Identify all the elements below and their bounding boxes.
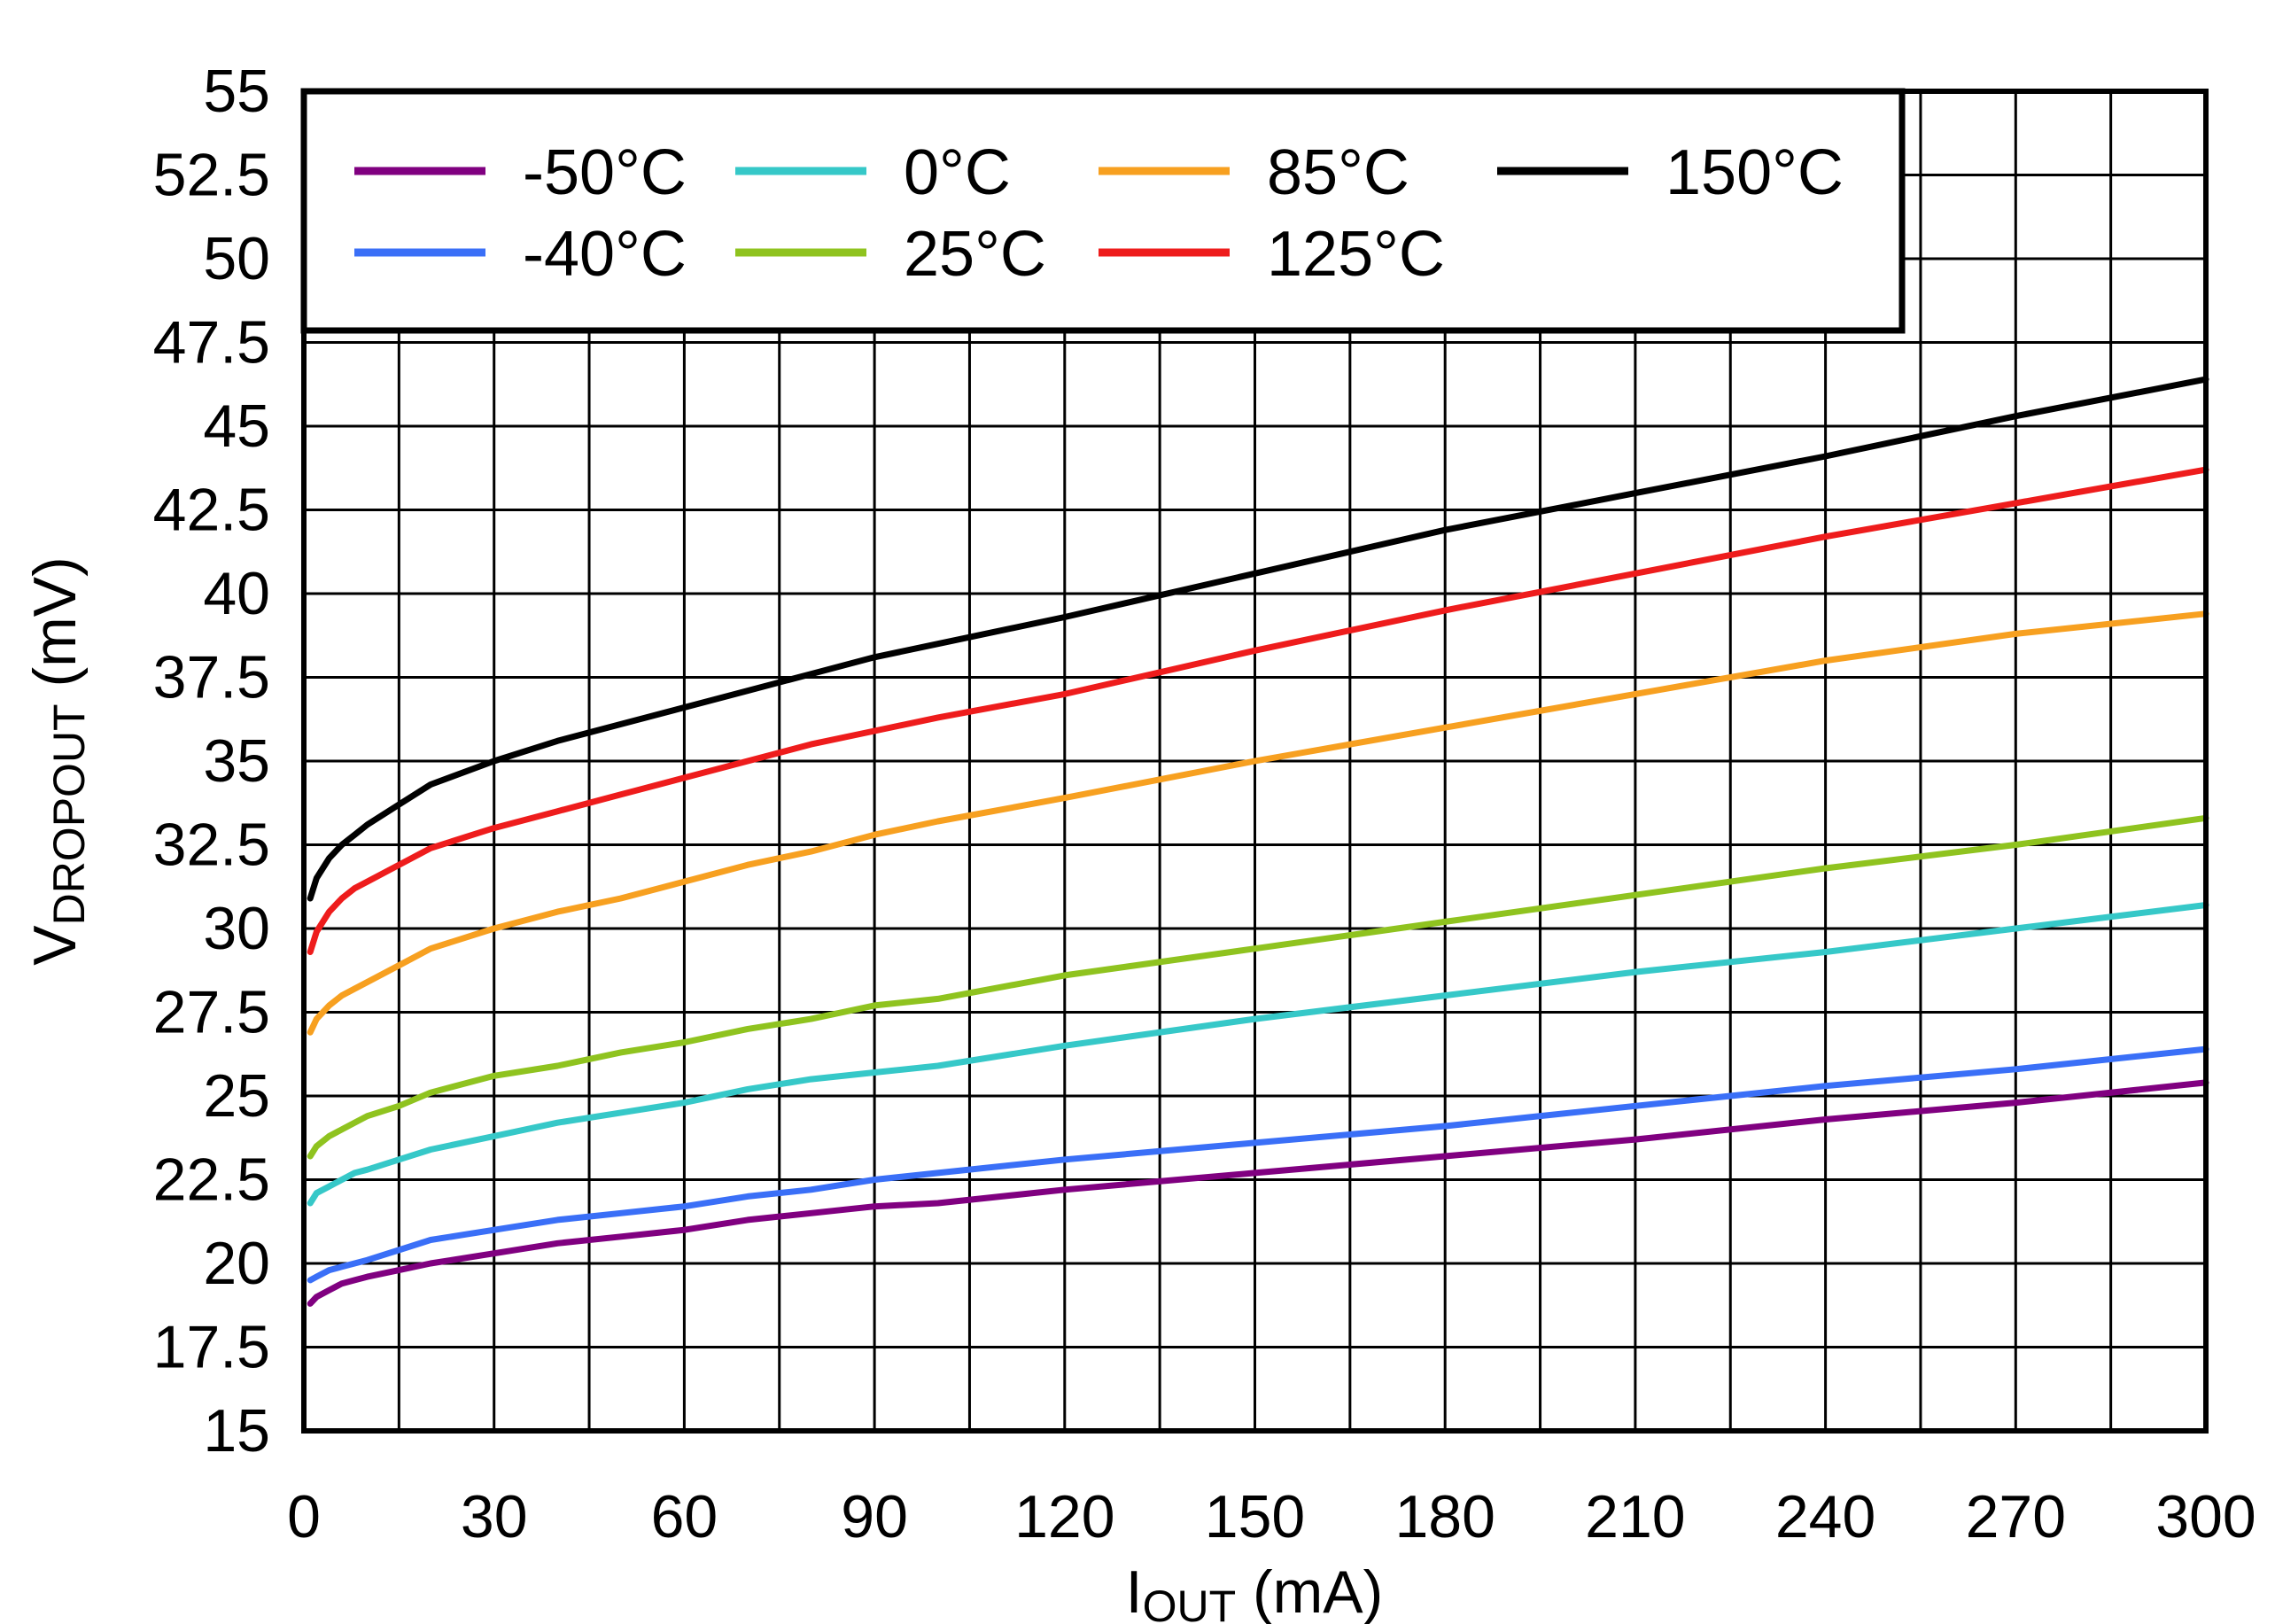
- x-tick-labels: 0 30 60 90 120 150 180 210 240 270 300: [287, 1483, 2256, 1550]
- x-tick-label: 120: [1014, 1483, 1114, 1550]
- x-tick-label: 90: [841, 1483, 908, 1550]
- x-axis-label: IOUT (mA): [1126, 1558, 1384, 1624]
- series-line-150°C: [307, 376, 2209, 902]
- y-tick-label: 42.5: [153, 477, 270, 544]
- y-tick-label: 30: [203, 895, 270, 962]
- x-tick-label: 150: [1205, 1483, 1305, 1550]
- y-tick-label: 27.5: [153, 979, 270, 1046]
- x-tick-label: 270: [1966, 1483, 2066, 1550]
- y-tick-label: 40: [203, 560, 270, 627]
- series-line--40°C: [307, 1045, 2209, 1284]
- x-tick-label: 0: [287, 1483, 321, 1550]
- y-tick-label: 32.5: [153, 812, 270, 879]
- x-tick-label: 180: [1394, 1483, 1495, 1550]
- y-tick-label: 22.5: [153, 1146, 270, 1214]
- legend-box: [300, 88, 1906, 334]
- y-tick-label: 15: [203, 1397, 270, 1465]
- y-tick-label: 37.5: [153, 644, 270, 711]
- series-line-25°C: [307, 814, 2209, 1160]
- y-tick-labels: 15 17.5 20 22.5 25 27.5 30 32.5 35 37.5 40 42.5 45 47…: [153, 58, 270, 1465]
- y-tick-label: 35: [203, 727, 270, 795]
- series-line-85°C: [307, 610, 2209, 1036]
- legend-label: 85°C: [1267, 137, 1409, 208]
- series-line--50°C: [307, 1079, 2209, 1307]
- legend-label: 125°C: [1267, 219, 1445, 290]
- series-lines: [307, 376, 2209, 1307]
- legend-label: -40°C: [523, 219, 687, 290]
- legend-label: 25°C: [904, 219, 1046, 290]
- y-tick-label: 20: [203, 1230, 270, 1297]
- x-tick-label: 210: [1585, 1483, 1685, 1550]
- y-tick-label: 50: [203, 225, 270, 292]
- legend-label: 0°C: [904, 137, 1011, 208]
- y-tick-label: 55: [203, 58, 270, 125]
- x-tick-label: 30: [461, 1483, 528, 1550]
- y-tick-label: 17.5: [153, 1314, 270, 1381]
- y-tick-label: 47.5: [153, 309, 270, 377]
- legend-label: -50°C: [523, 137, 687, 208]
- y-tick-label: 52.5: [153, 142, 270, 209]
- x-tick-label: 300: [2155, 1483, 2256, 1550]
- series-line-0°C: [307, 902, 2209, 1207]
- x-tick-label: 60: [651, 1483, 718, 1550]
- series-line-125°C: [307, 466, 2209, 955]
- legend: -50°C -40°C 0°C 25°C 85°C 125°C 150°C: [300, 88, 1906, 334]
- y-axis-label: VDROPOUT (mV): [21, 556, 94, 966]
- y-tick-label: 45: [203, 392, 270, 460]
- x-tick-label: 240: [1775, 1483, 1875, 1550]
- y-tick-label: 25: [203, 1062, 270, 1130]
- legend-label: 150°C: [1665, 137, 1844, 208]
